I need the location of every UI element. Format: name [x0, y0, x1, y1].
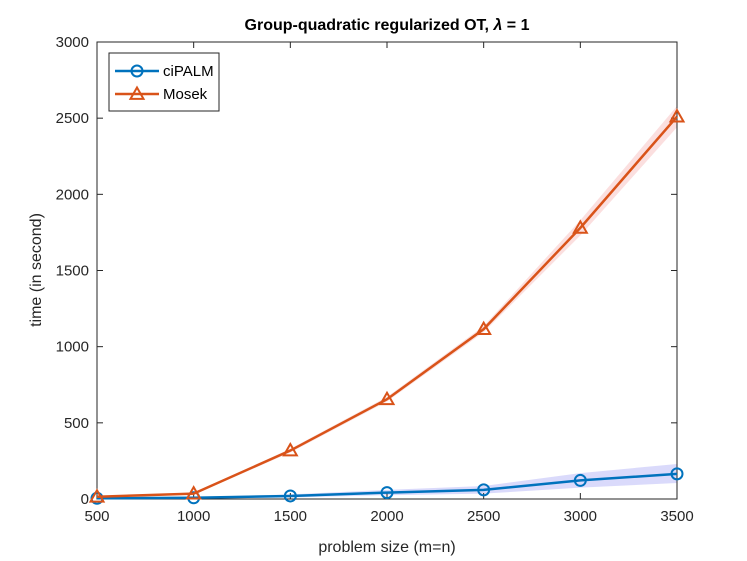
x-tick-label: 2000	[370, 508, 403, 525]
y-tick-label: 0	[81, 491, 89, 508]
y-tick-label: 500	[64, 415, 89, 432]
legend: ciPALM Mosek	[108, 52, 220, 112]
legend-box	[108, 52, 220, 112]
mosek-line	[96, 115, 678, 498]
axes: 500 1000 1500 2000 2500 3000 35000500100015002…	[56, 34, 694, 525]
x-tick-label: 1500	[274, 508, 307, 525]
mosek-point	[668, 108, 686, 123]
x-tick-label: 2500	[467, 508, 500, 525]
x-tick-label: 1000	[177, 508, 210, 525]
mosek-band	[97, 105, 677, 498]
cipalm-point	[573, 473, 587, 487]
confidence-bands	[97, 105, 677, 499]
x-tick-label: 500	[84, 508, 109, 525]
legend-marker-cipalm	[130, 64, 144, 78]
y-tick-label: 3000	[56, 34, 89, 51]
y-tick-label: 1500	[56, 263, 89, 280]
mosek-point	[282, 442, 299, 457]
legend-label-mosek: Mosek	[163, 86, 208, 103]
mosek-point	[475, 320, 492, 336]
y-tick-label: 2000	[56, 186, 89, 203]
cipalm-point	[477, 483, 491, 497]
x-axis-label: problem size (m=n)	[318, 539, 455, 556]
x-tick-label: 3500	[660, 508, 693, 525]
cipalm-point	[283, 489, 297, 503]
legend-marker-mosek	[128, 85, 146, 100]
cipalm-point	[380, 486, 394, 500]
mosek-point	[88, 488, 106, 503]
x-tick-label: 3000	[564, 508, 597, 525]
mosek-point	[185, 485, 202, 500]
cipalm-band	[97, 463, 677, 499]
mosek-point	[378, 390, 396, 406]
y-axis-label: time (in second)	[28, 213, 45, 327]
cipalm-point	[670, 467, 684, 481]
series-lines	[88, 108, 686, 505]
y-tick-label: 1000	[56, 339, 89, 356]
mosek-point	[572, 219, 589, 234]
legend-label-cipalm: ciPALM	[163, 63, 214, 80]
y-tick-label: 2500	[56, 110, 89, 127]
chart-title: Group-quadratic regularized OT, λ = 1	[245, 17, 530, 34]
